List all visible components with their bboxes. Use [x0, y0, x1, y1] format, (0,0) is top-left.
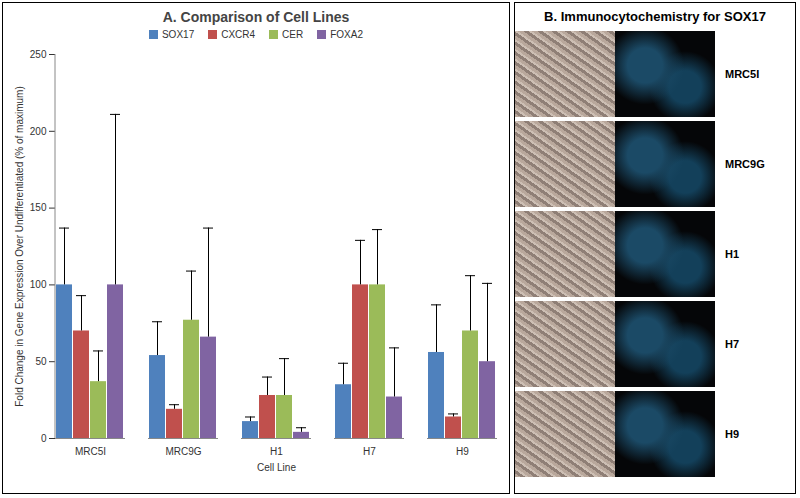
html-text:MRC5I: MRC5I — [725, 67, 760, 80]
html-text:CXCR4: CXCR4 — [221, 29, 256, 40]
svg-text:50: 50 — [35, 356, 47, 367]
svg-text:H1: H1 — [270, 446, 283, 457]
svg-text:250: 250 — [30, 49, 47, 60]
svg-text:200: 200 — [30, 126, 47, 137]
html-text:SOX17: SOX17 — [162, 29, 195, 40]
html-text:MRC9G: MRC9G — [725, 157, 765, 170]
svg-text:H7: H7 — [363, 446, 376, 457]
svg-text:100: 100 — [30, 279, 47, 290]
html-text:B. Immunocytochemistry for SOX: B. Immunocytochemistry for SOX17 — [544, 9, 766, 24]
svg-text:H9: H9 — [456, 446, 469, 457]
html-text:FOXA2: FOXA2 — [330, 29, 363, 40]
svg-text:150: 150 — [30, 202, 47, 213]
svg-text:Fold Change in Gene Expression: Fold Change in Gene Expression Over Undi… — [14, 86, 25, 407]
html-text:A. Comparison of Cell Lines: A. Comparison of Cell Lines — [162, 9, 350, 25]
svg-text:0: 0 — [41, 433, 47, 444]
html-text:H7: H7 — [725, 337, 740, 350]
html-text:CER: CER — [282, 29, 304, 40]
svg-text:MRC9G: MRC9G — [165, 446, 201, 457]
html-text:H1: H1 — [725, 247, 740, 260]
svg-text:Cell Line: Cell Line — [257, 462, 296, 473]
svg-text:MRC5I: MRC5I — [75, 446, 106, 457]
html-text:H9: H9 — [725, 427, 740, 440]
